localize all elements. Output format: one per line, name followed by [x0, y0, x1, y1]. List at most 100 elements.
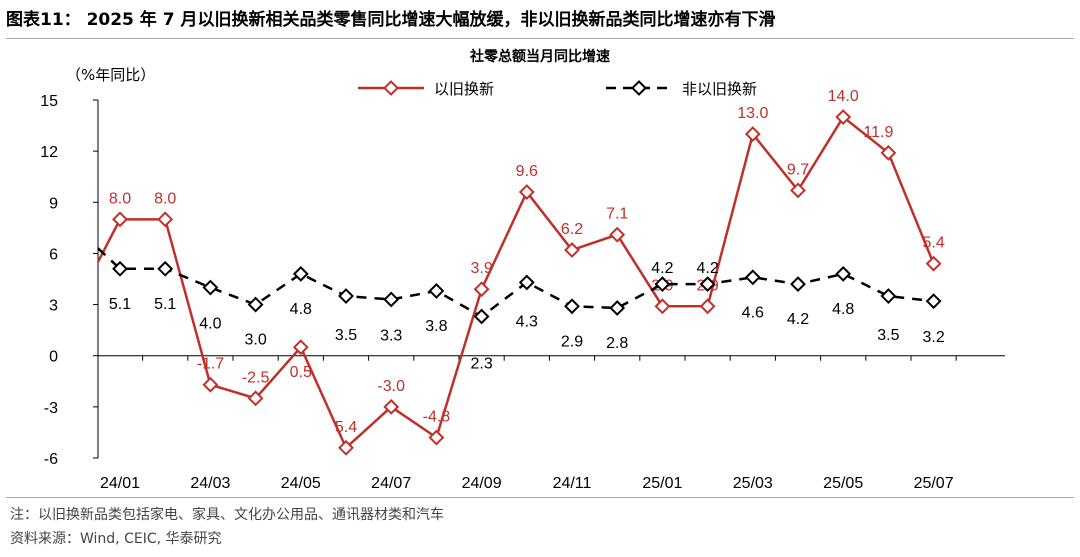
data-point-1	[880, 288, 897, 304]
data-point-1	[292, 265, 309, 282]
data-label-1: 4.8	[290, 301, 312, 318]
x-tick-label: 24/09	[462, 475, 502, 492]
data-label-0: 13.0	[737, 105, 768, 122]
title-rule	[6, 38, 1074, 39]
data-label-0: -1.7	[197, 356, 225, 373]
chart-title: 社零总额当月同比增速	[470, 49, 610, 65]
data-point-0	[790, 182, 806, 199]
series-line-1	[97, 247, 934, 318]
x-tick-label: 24/01	[100, 475, 140, 492]
data-label-0: -4.8	[423, 409, 451, 426]
data-label-0: 5.4	[922, 235, 944, 252]
legend-label-0: 以旧换新	[434, 80, 494, 98]
series-layer: 8.0 8.0 -1.7 -2.5 0.5 5.4 -3.0 -4.8 3.9 9.6 6.2 7.1…	[96, 88, 945, 456]
legend-marker-0	[383, 80, 399, 96]
data-point-1	[609, 300, 626, 316]
data-label-1: 4.2	[696, 260, 718, 277]
series-line-0	[96, 115, 935, 450]
y-tick-label: 12	[40, 144, 58, 161]
data-point-1	[473, 308, 490, 325]
y-tick-label: 0	[49, 349, 58, 366]
data-label-1: 4.2	[787, 311, 809, 328]
data-point-0	[473, 281, 490, 298]
data-point-1	[202, 279, 219, 296]
data-label-1: 3.2	[922, 329, 944, 346]
data-point-1	[383, 291, 400, 308]
data-point-1	[112, 260, 128, 277]
data-label-0: 8.0	[154, 190, 176, 207]
data-label-0: 9.7	[787, 161, 809, 178]
data-point-1	[835, 265, 852, 282]
series-0: 8.0 8.0 -1.7 -2.5 0.5 5.4 -3.0 -4.8 3.9 9.6 6.2 7.1…	[96, 88, 945, 456]
data-point-0	[292, 339, 309, 356]
x-tick-label: 24/07	[371, 475, 411, 492]
data-point-0	[247, 390, 264, 407]
data-point-1	[564, 298, 580, 315]
footnote: 注：以旧换新品类包括家电、家具、文化办公用品、通讯器材类和汽车	[10, 507, 444, 523]
x-tick-label: 25/07	[914, 475, 954, 492]
data-point-0	[428, 429, 445, 446]
y-axis-label: （%年同比）	[66, 66, 156, 84]
data-point-0	[338, 439, 354, 456]
data-label-0: 0.5	[290, 364, 312, 381]
data-label-1: 3.5	[335, 327, 357, 344]
legend: 以旧换新 非以旧换新	[358, 80, 757, 98]
data-label-1: 2.3	[470, 356, 492, 373]
data-label-1: 3.8	[425, 318, 447, 335]
data-point-0	[157, 211, 174, 228]
data-label-1: 4.0	[199, 316, 221, 333]
data-label-0: 7.1	[606, 206, 628, 223]
data-point-0	[564, 242, 580, 258]
source-note: 资料来源：Wind, CEIC, 华泰研究	[10, 531, 222, 547]
data-point-1	[790, 276, 806, 293]
data-label-1: 4.3	[516, 313, 538, 330]
legend-marker-1	[631, 80, 647, 96]
data-point-0	[654, 298, 671, 315]
data-label-1: 4.2	[651, 260, 673, 277]
data-label-1: 2.9	[561, 333, 583, 350]
series-1: 5.1 5.1 4.0 3.0 4.8 3.5 3.3 3.8 2.3 4.3 2.9 2.8 4.2 4…	[97, 247, 945, 373]
data-point-0	[699, 298, 716, 315]
data-label-1: 5.1	[154, 296, 176, 313]
y-tick-label: 6	[49, 246, 58, 263]
figure-title: 图表11： 2025 年 7 月以旧换新相关品类零售同比增速大幅放缓，非以旧换新…	[6, 10, 776, 30]
y-tick-label: 9	[49, 195, 58, 212]
data-label-0: 5.4	[335, 419, 357, 436]
y-tick-label: -6	[44, 451, 58, 468]
data-point-0	[744, 126, 761, 143]
data-label-0: -3.0	[377, 378, 405, 395]
data-label-0: 11.9	[863, 124, 893, 141]
data-point-1	[157, 260, 174, 277]
y-tick-label: 3	[49, 298, 58, 315]
data-point-1	[247, 296, 264, 313]
data-point-0	[202, 376, 219, 393]
x-tick-label: 25/05	[823, 475, 863, 492]
bottom-rule	[6, 497, 1074, 498]
data-label-0: -2.5	[242, 369, 270, 386]
data-point-1	[338, 288, 354, 304]
data-point-0	[609, 226, 626, 243]
data-point-1	[428, 283, 445, 299]
data-label-1: 4.8	[832, 301, 854, 318]
data-label-1: 3.0	[244, 332, 266, 349]
data-point-0	[880, 144, 897, 161]
data-label-0: 8.0	[109, 190, 131, 207]
x-tick-label: 24/03	[190, 475, 230, 492]
data-point-1	[925, 293, 942, 310]
data-label-1: 3.3	[380, 327, 402, 344]
data-point-1	[744, 269, 761, 286]
data-label-1: 5.1	[109, 296, 131, 313]
x-tick-label: 25/01	[642, 475, 682, 492]
data-label-1: 3.5	[877, 327, 899, 344]
data-point-0	[925, 255, 942, 272]
data-label-1: 2.8	[606, 335, 628, 352]
x-tick-label: 24/11	[553, 475, 592, 492]
data-point-0	[835, 109, 852, 125]
axes: 15 12 9 6 3 0 -3 -6 24/01 24/03 24/05 24/07 24/09 24/…	[40, 93, 1005, 492]
data-label-0: 9.6	[516, 163, 538, 180]
y-tick-label: -3	[44, 400, 58, 417]
data-point-0	[518, 184, 535, 200]
data-label-0: 3.9	[470, 260, 492, 277]
data-label-0: 14.0	[828, 88, 859, 105]
